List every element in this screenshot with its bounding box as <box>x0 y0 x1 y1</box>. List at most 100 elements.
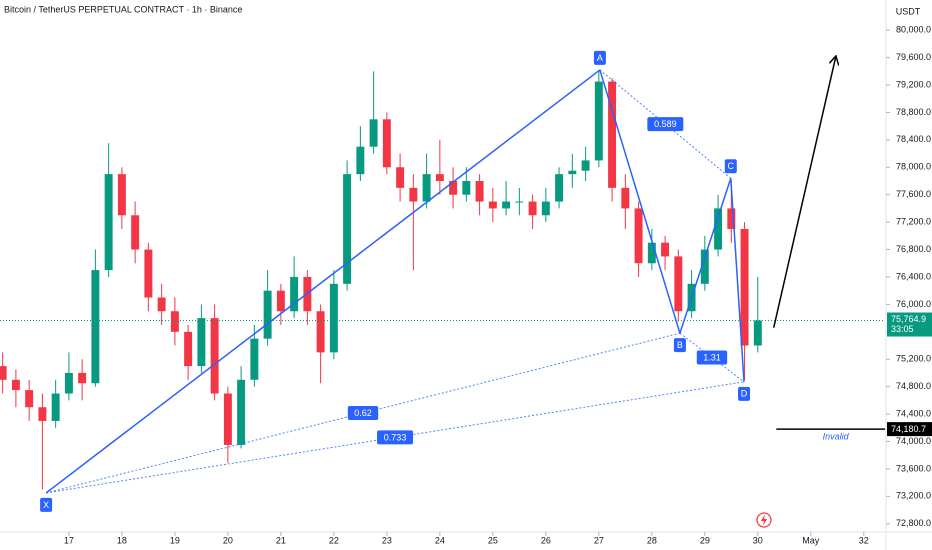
candle-body <box>316 311 325 353</box>
y-tick-label: 77,200.0 <box>896 216 931 226</box>
ratio-label: 0.589 <box>654 119 677 129</box>
point-box <box>593 50 606 65</box>
point-label: D <box>741 389 748 399</box>
ratio-label: 0.733 <box>384 432 407 442</box>
candle-body <box>488 201 497 209</box>
point-box <box>673 338 686 353</box>
candle-body <box>674 256 683 312</box>
chart-title: Bitcoin / TetherUS PERPETUAL CONTRACT · … <box>4 4 242 14</box>
y-tick-label: 79,600.0 <box>896 52 931 62</box>
x-tick-label: 32 <box>859 535 869 545</box>
point-box <box>738 386 751 401</box>
x-tick-label: 18 <box>117 535 127 545</box>
x-tick-label: 19 <box>170 535 180 545</box>
x-tick-label: 26 <box>541 535 551 545</box>
y-tick-label: 73,600.0 <box>896 463 931 473</box>
candle-body <box>581 160 590 171</box>
candle-body <box>753 320 762 346</box>
candle-body <box>515 201 524 203</box>
x-tick-label: 20 <box>223 535 233 545</box>
candle-body <box>369 119 378 147</box>
candle-body <box>382 119 391 168</box>
candle-body <box>343 174 352 284</box>
x-tick-label: 21 <box>276 535 286 545</box>
y-tick-label: 77,600.0 <box>896 189 931 199</box>
candle-body <box>38 407 47 421</box>
pattern-leg <box>45 69 601 494</box>
y-tick-label: 78,400.0 <box>896 134 931 144</box>
x-tick-label: 29 <box>700 535 710 545</box>
ratio-box <box>347 406 379 421</box>
candle-body <box>409 187 418 202</box>
x-tick-label: May <box>802 535 820 545</box>
candle-body <box>104 174 113 271</box>
candle-body <box>528 201 537 216</box>
pattern-leg <box>730 178 745 382</box>
ratio-box <box>696 350 728 365</box>
y-tick-label: 78,000.0 <box>896 162 931 172</box>
y-tick-label: 79,200.0 <box>896 79 931 89</box>
candle-body <box>634 208 643 264</box>
candle-body <box>131 215 140 250</box>
candle-body <box>356 146 365 175</box>
x-tick-label: 25 <box>488 535 498 545</box>
y-tick-label: 76,000.0 <box>896 299 931 309</box>
candle-body <box>11 379 20 391</box>
candle-body <box>555 174 564 202</box>
candle-body <box>51 393 60 421</box>
x-tick-label: 27 <box>594 535 604 545</box>
candle-body <box>727 208 736 229</box>
point-label: C <box>728 161 735 171</box>
candle-body <box>290 276 299 312</box>
axis-unit: USDT <box>896 6 921 16</box>
y-tick-label: 73,200.0 <box>896 491 931 501</box>
candle-body <box>661 242 670 257</box>
point-box <box>40 497 53 512</box>
x-tick-label: 22 <box>329 535 339 545</box>
candle-body <box>449 180 458 195</box>
y-tick-label: 76,800.0 <box>896 244 931 254</box>
candle-body <box>250 338 259 380</box>
candle-body <box>422 174 431 202</box>
last-price-tag <box>887 312 932 337</box>
projection-arrow <box>772 57 836 328</box>
candle-body <box>157 297 166 312</box>
candle-body <box>740 228 749 346</box>
x-tick-label: 17 <box>64 535 74 545</box>
countdown-label: 33:05 <box>891 324 914 334</box>
candle-body <box>568 170 577 175</box>
y-tick-label: 76,400.0 <box>896 271 931 281</box>
candle-body <box>263 290 272 339</box>
candle-body <box>0 366 7 380</box>
last-price-label: 75,764.9 <box>891 314 926 324</box>
ratio-label: 1.31 <box>703 352 721 362</box>
candle-body <box>64 372 73 394</box>
candle-body <box>329 283 338 353</box>
candle-body <box>608 81 617 188</box>
invalid-price-tag <box>887 422 932 437</box>
point-label: X <box>43 500 49 510</box>
invalid-price-label: 74,180.7 <box>891 424 926 434</box>
candle-body <box>621 187 630 209</box>
candle-body <box>647 242 656 264</box>
x-tick-label: 28 <box>647 535 657 545</box>
candle-body <box>223 393 232 445</box>
candle-body <box>91 270 100 384</box>
candle-body <box>435 174 444 181</box>
candle-body <box>197 318 206 367</box>
pattern-leg <box>679 178 732 334</box>
x-tick-label: 23 <box>382 535 392 545</box>
candle-body <box>396 167 405 188</box>
candle-body <box>475 180 484 202</box>
invalid-text: Invalid <box>823 431 850 441</box>
candle-body <box>237 379 246 445</box>
point-box <box>724 159 737 174</box>
y-tick-label: 75,200.0 <box>896 354 931 364</box>
ratio-box <box>377 430 414 445</box>
candle-body <box>117 174 126 216</box>
alert-icon[interactable] <box>756 512 772 528</box>
ratio-line <box>45 332 681 494</box>
pattern-leg <box>599 69 681 334</box>
